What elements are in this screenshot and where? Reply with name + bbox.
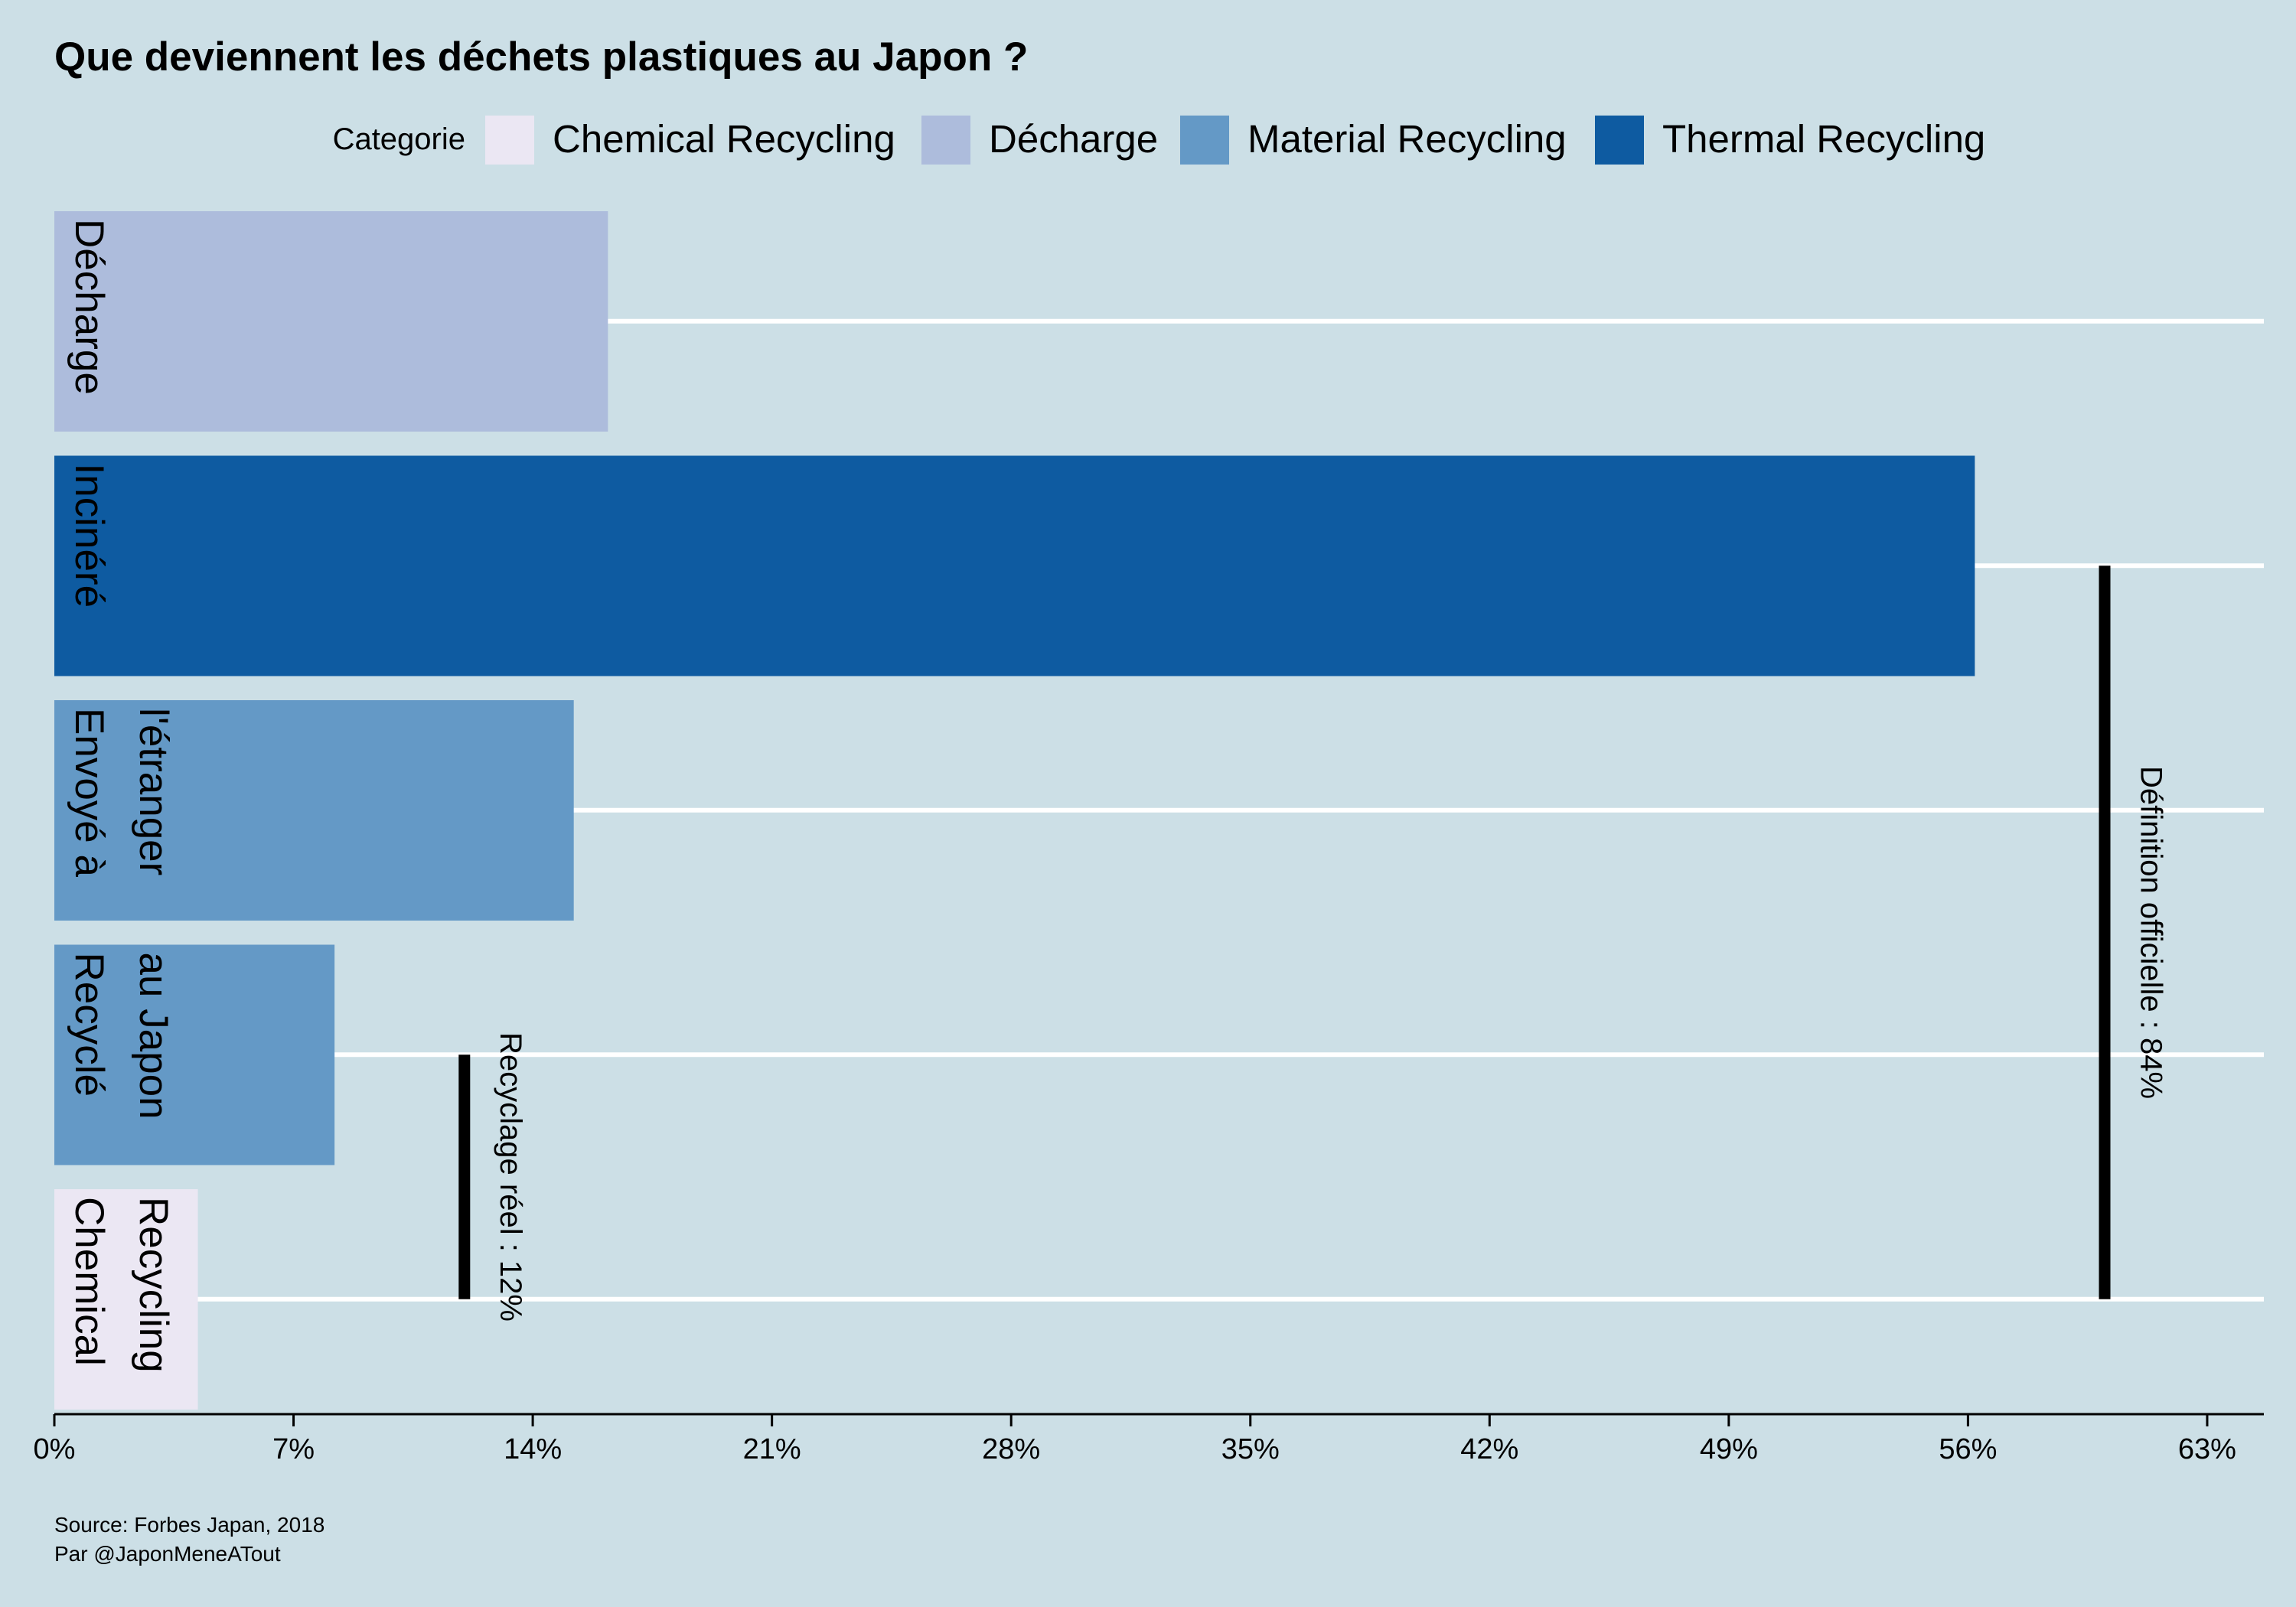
x-tick-label: 49% [1700,1433,1758,1465]
legend-label: Décharge [989,117,1158,161]
x-tick-label: 21% [743,1433,801,1465]
bar-label-line: au Japon [131,953,176,1120]
legend-swatch [1180,116,1229,165]
bars: Décharge Incinéré Envoyé à l'étranger Recycl… [54,211,1975,1410]
source-caption: Source: Forbes Japan, 2018 [54,1513,325,1537]
x-tick-label: 42% [1460,1433,1518,1465]
bar-label: Incinéré [67,464,112,608]
bar [54,944,335,1165]
x-tick-label: 63% [2178,1433,2236,1465]
chart-title: Que deviennent les déchets plastiques au… [54,34,1028,80]
bar-label: Envoyé à l'étranger [67,708,176,878]
annotations: Recyclage réel : 12% Définition officiell… [458,566,2167,1322]
x-tick-label: 0% [34,1433,76,1465]
bar-label-line: l'étranger [131,708,176,875]
legend-label: Material Recycling [1247,117,1567,161]
x-tick-label: 7% [272,1433,315,1465]
x-tick-label: 28% [982,1433,1040,1465]
legend-label: Chemical Recycling [553,117,895,161]
bar-label-line: Décharge [67,219,112,395]
annotation-label: Recyclage réel : 12% [494,1032,527,1322]
bar-label: Chemical Recycling [67,1197,176,1373]
legend: Categorie Chemical Recycling Décharge Mater… [333,116,1985,165]
bar-label-line: Chemical [67,1197,112,1366]
bar-label-line: Envoyé à [67,708,112,878]
x-tick-label: 35% [1221,1433,1280,1465]
legend-swatch [485,116,534,165]
bar [54,455,1975,676]
bar-label-line: Recycling [131,1197,176,1373]
legend-title: Categorie [333,122,465,156]
legend-swatch [1595,116,1644,165]
bar [54,700,574,921]
x-axis: 0% 7% 14% 21% 28% 35% 42% 49% 56% 63% [34,1413,2264,1465]
bar-label-line: Incinéré [67,464,112,608]
x-tick-label: 14% [504,1433,562,1465]
legend-swatch [921,116,970,165]
bar [54,211,608,432]
bar-label-line: Recyclé [67,953,112,1097]
legend-label: Thermal Recycling [1662,117,1985,161]
bar-label: Recyclé au Japon [67,953,176,1120]
annotation-label: Définition officielle : 84% [2134,766,2167,1099]
x-tick-label: 56% [1939,1433,1997,1465]
bar [54,1189,198,1410]
bar-label: Décharge [67,219,112,395]
author-caption: Par @JaponMeneATout [54,1542,281,1566]
